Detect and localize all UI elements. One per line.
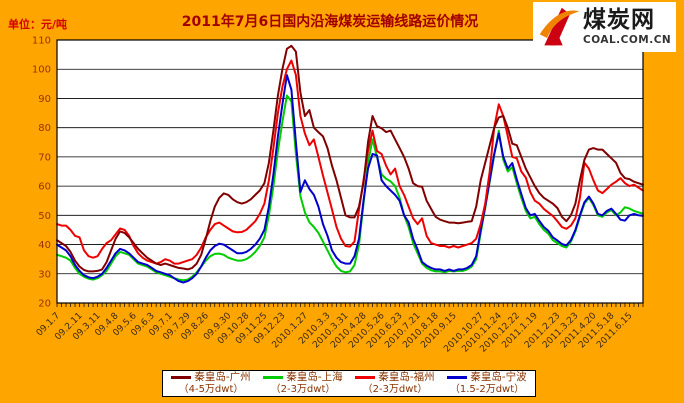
svg-text:50: 50 bbox=[38, 211, 51, 222]
legend-series-size: （1.5-2万dwt） bbox=[449, 383, 525, 395]
svg-text:110: 110 bbox=[32, 36, 51, 47]
svg-text:20: 20 bbox=[38, 299, 51, 310]
svg-text:100: 100 bbox=[32, 65, 51, 76]
legend-line-swatch bbox=[171, 376, 192, 380]
legend-series-name: 秦皇岛-广州 bbox=[194, 371, 251, 384]
coal-website-logo: 煤炭网 COAL.COM.CN bbox=[533, 2, 676, 52]
chart-legend: 秦皇岛-广州 （4-5万dwt） 秦皇岛-上海 （2-3万dwt） 秦皇岛-福州 （2-3… bbox=[162, 370, 536, 397]
unit-label: 单位：元/吨 bbox=[8, 18, 68, 31]
series-秦皇岛-宁波 bbox=[56, 74, 644, 284]
legend-line-swatch bbox=[263, 376, 284, 380]
coal-logo-icon bbox=[539, 7, 580, 46]
legend-series-name: 秦皇岛-福州 bbox=[378, 371, 435, 384]
svg-text:90: 90 bbox=[38, 94, 51, 105]
data-series bbox=[56, 44, 644, 284]
legend-item-秦皇岛-福州: 秦皇岛-福州 （2-3万dwt） bbox=[355, 371, 435, 395]
page-title: 2011年7月6日国内沿海煤炭运输线路运价情况 bbox=[181, 14, 479, 30]
plot-border bbox=[56, 39, 644, 304]
svg-text:60: 60 bbox=[38, 182, 51, 193]
y-axis-labels: 20 30 40 50 60 70 80 90 100 110 bbox=[32, 36, 51, 310]
svg-text:40: 40 bbox=[38, 240, 51, 251]
legend-line-swatch bbox=[447, 376, 468, 380]
x-axis-ticks bbox=[56, 303, 644, 307]
legend-series-name: 秦皇岛-宁波 bbox=[470, 371, 527, 384]
svg-text:70: 70 bbox=[38, 152, 51, 163]
legend-item-秦皇岛-上海: 秦皇岛-上海 （2-3万dwt） bbox=[263, 371, 343, 395]
legend-series-name: 秦皇岛-上海 bbox=[286, 371, 343, 384]
coal-logo-en: COAL.COM.CN bbox=[583, 33, 672, 46]
coal-logo-text: 煤炭网 COAL.COM.CN bbox=[583, 6, 672, 46]
legend-item-秦皇岛-广州: 秦皇岛-广州 （4-5万dwt） bbox=[171, 371, 251, 395]
legend-series-size: （4-5万dwt） bbox=[178, 383, 244, 395]
series-秦皇岛-上海 bbox=[56, 94, 644, 282]
svg-text:30: 30 bbox=[38, 269, 51, 280]
gridlines bbox=[57, 68, 643, 275]
coal-logo-cn: 煤炭网 bbox=[583, 6, 655, 33]
x-axis-labels: 09.1.709.2.1109.3.1109.4.809.5.609.6.309… bbox=[35, 311, 635, 355]
plot-area bbox=[57, 40, 643, 303]
series-秦皇岛-广州 bbox=[56, 44, 644, 273]
legend-series-size: （2-3万dwt） bbox=[270, 383, 336, 395]
svg-text:80: 80 bbox=[38, 123, 51, 134]
legend-series-size: （2-3万dwt） bbox=[362, 383, 428, 395]
legend-line-swatch bbox=[355, 376, 376, 380]
legend-item-秦皇岛-宁波: 秦皇岛-宁波 （1.5-2万dwt） bbox=[447, 371, 527, 395]
